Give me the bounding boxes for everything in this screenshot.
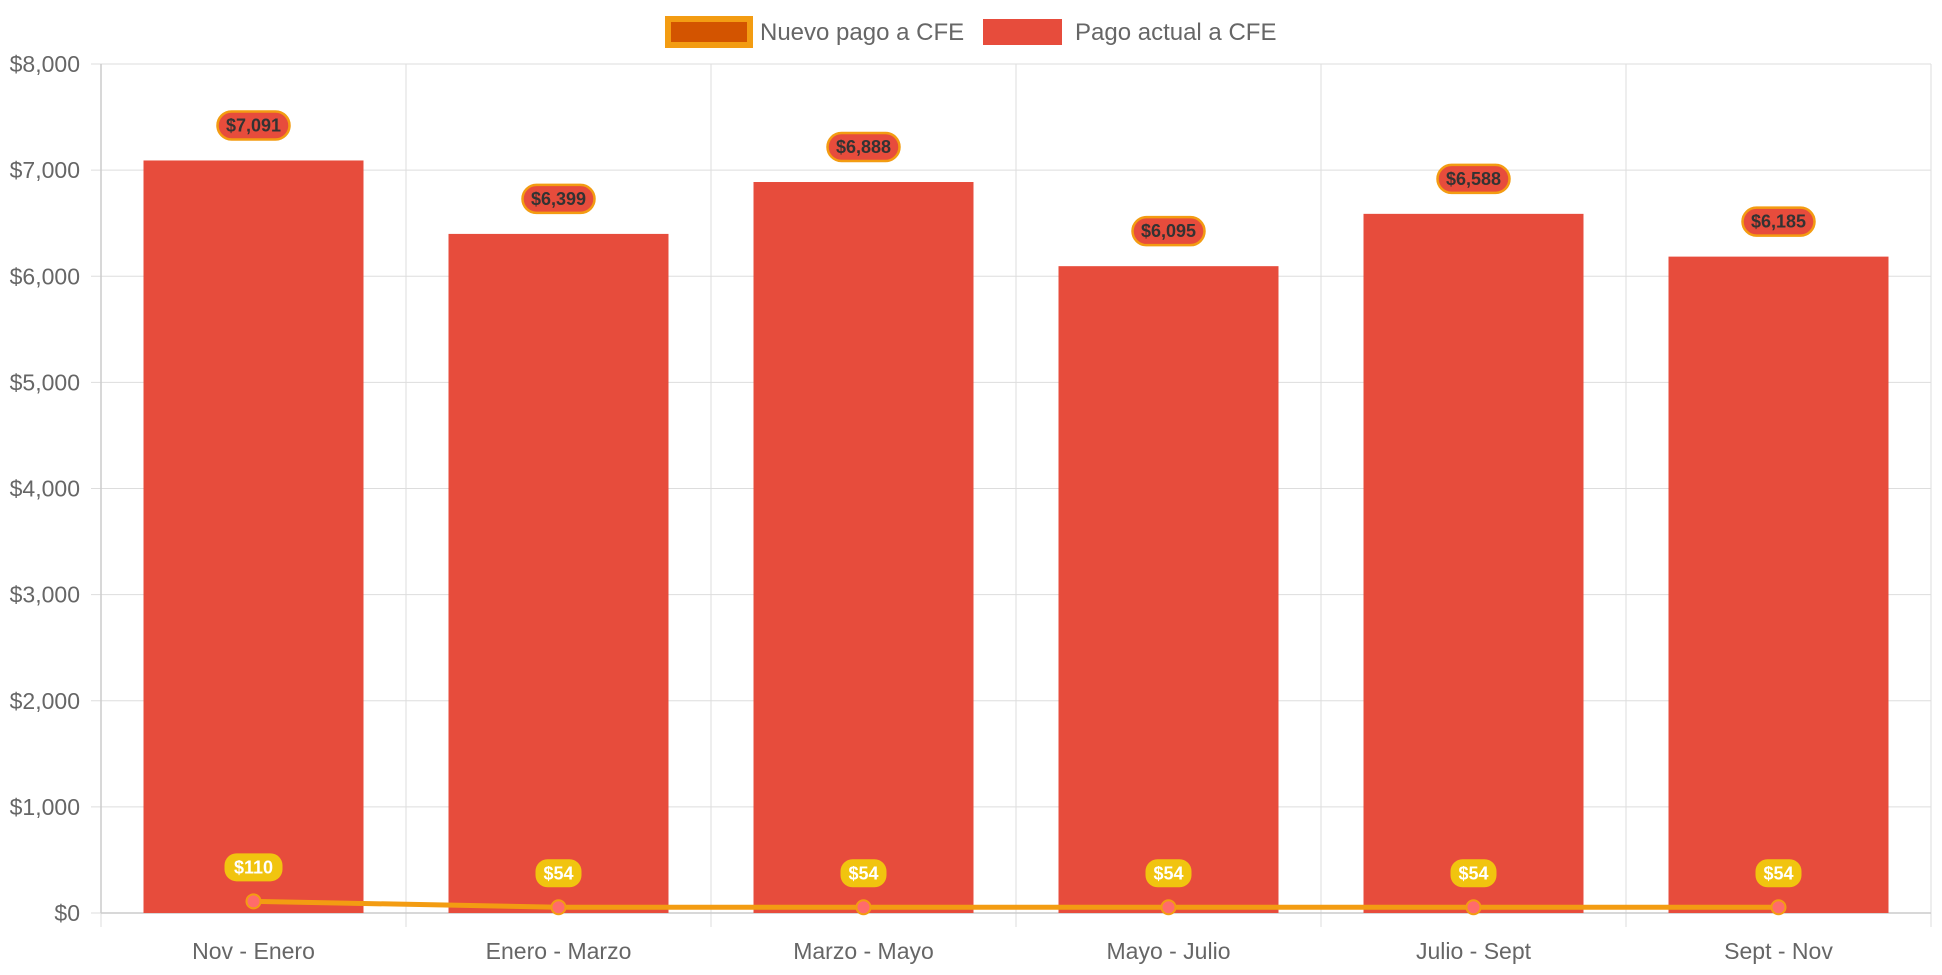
bar-data-label-text: $7,091 — [226, 115, 281, 135]
line-data-label: $54 — [1450, 859, 1497, 888]
line-path — [253, 898, 1779, 910]
line-point — [245, 893, 262, 910]
line-data-label-bg — [1145, 859, 1192, 888]
line-point — [550, 899, 567, 916]
y-axis: $0 $1,000 $2,000 $3,000 $4,000 $5,000 $6,000 $7… — [10, 51, 102, 926]
bar-data-label-bg — [1436, 163, 1511, 195]
line-point — [855, 899, 872, 916]
bar-data-label: $6,185 — [1741, 206, 1816, 237]
line-point — [1465, 899, 1482, 916]
line-data-label-text: $54 — [543, 863, 573, 883]
line-point — [1770, 899, 1787, 916]
line-data-label-bg — [224, 853, 283, 882]
legend-label: Nuevo pago a CFE — [760, 19, 964, 46]
bar-data-label: $6,888 — [826, 131, 901, 163]
y-tick-label: $8,000 — [10, 51, 80, 77]
line-data-label: $54 — [840, 859, 887, 888]
line-data-label-text: $54 — [1458, 863, 1488, 883]
x-tick-label: Nov - Enero — [192, 938, 315, 964]
bar-data-label-bg — [1741, 206, 1816, 237]
line-data-label-text: $54 — [1763, 863, 1793, 883]
y-tick-label: $3,000 — [10, 582, 80, 608]
line-data-label: $54 — [1145, 859, 1192, 888]
line-data-label-text: $54 — [1153, 863, 1183, 883]
line-data-label: $54 — [1755, 859, 1802, 888]
y-tick-label: $4,000 — [10, 476, 80, 502]
legend-item-pago-actual: Pago actual a CFE — [983, 19, 1276, 46]
line-data-label-bg — [1450, 859, 1497, 888]
y-tick-label: $1,000 — [10, 794, 80, 820]
line-data-labels: $110 $54 $54 $54 $54 $54 — [224, 853, 1802, 888]
line-data-label-bg — [840, 859, 887, 888]
bar-data-label-text: $6,095 — [1141, 221, 1196, 241]
bar — [1363, 213, 1584, 913]
bar-data-labels: $7,091 $6,399 $6,888 $6,095 $6,588 $6,185 — [216, 110, 1816, 247]
bars-series — [143, 160, 1889, 914]
grid — [100, 63, 1932, 927]
line-data-label: $54 — [535, 859, 582, 888]
bar-data-label-text: $6,399 — [531, 189, 586, 209]
y-tick-label: $0 — [54, 900, 80, 926]
legend-label: Pago actual a CFE — [1075, 19, 1276, 46]
bar — [1058, 266, 1279, 914]
bar-data-label: $6,095 — [1131, 215, 1206, 247]
x-tick-label: Marzo - Mayo — [793, 938, 934, 964]
legend-swatch-bar — [983, 19, 1062, 45]
bar-data-label: $7,091 — [216, 110, 291, 141]
bar — [448, 233, 669, 913]
y-tick-label: $7,000 — [10, 157, 80, 183]
legend: Nuevo pago a CFE Pago actual a CFE — [665, 16, 1276, 48]
x-tick-label: Mayo - Julio — [1107, 938, 1231, 964]
bar-data-label-text: $6,588 — [1446, 169, 1501, 189]
x-tick-label: Sept - Nov — [1724, 938, 1833, 964]
bar-data-label-bg — [521, 183, 596, 215]
y-tick-label: $5,000 — [10, 369, 80, 395]
line-data-label-bg — [1755, 859, 1802, 888]
bar-data-label-bg — [216, 110, 291, 141]
line-series — [245, 893, 1787, 916]
line-data-label-text: $110 — [234, 857, 273, 877]
x-axis: Nov - Enero Enero - Marzo Marzo - Mayo Mayo… — [101, 912, 1931, 964]
bar-data-label-text: $6,888 — [836, 137, 891, 157]
bar-data-label-text: $6,185 — [1751, 212, 1806, 232]
bar — [1668, 256, 1889, 913]
y-tick-label: $2,000 — [10, 688, 80, 714]
x-tick-label: Enero - Marzo — [486, 938, 632, 964]
bar-data-label: $6,588 — [1436, 163, 1511, 195]
legend-item-nuevo-pago: Nuevo pago a CFE — [665, 16, 964, 48]
line-point — [1160, 899, 1177, 916]
x-tick-label: Julio - Sept — [1416, 938, 1532, 964]
bar-data-label-bg — [1131, 215, 1206, 247]
bar-data-label-bg — [826, 131, 901, 163]
bar — [753, 182, 974, 914]
legend-swatch-line — [665, 16, 753, 48]
bar-data-label: $6,399 — [521, 183, 596, 215]
line-data-label: $110 — [224, 853, 283, 882]
line-data-label-bg — [535, 859, 582, 888]
line-data-label-text: $54 — [848, 863, 878, 883]
bar — [143, 160, 364, 913]
y-tick-label: $6,000 — [10, 263, 80, 289]
